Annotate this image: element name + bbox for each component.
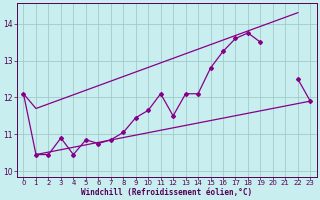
X-axis label: Windchill (Refroidissement éolien,°C): Windchill (Refroidissement éolien,°C): [81, 188, 252, 197]
